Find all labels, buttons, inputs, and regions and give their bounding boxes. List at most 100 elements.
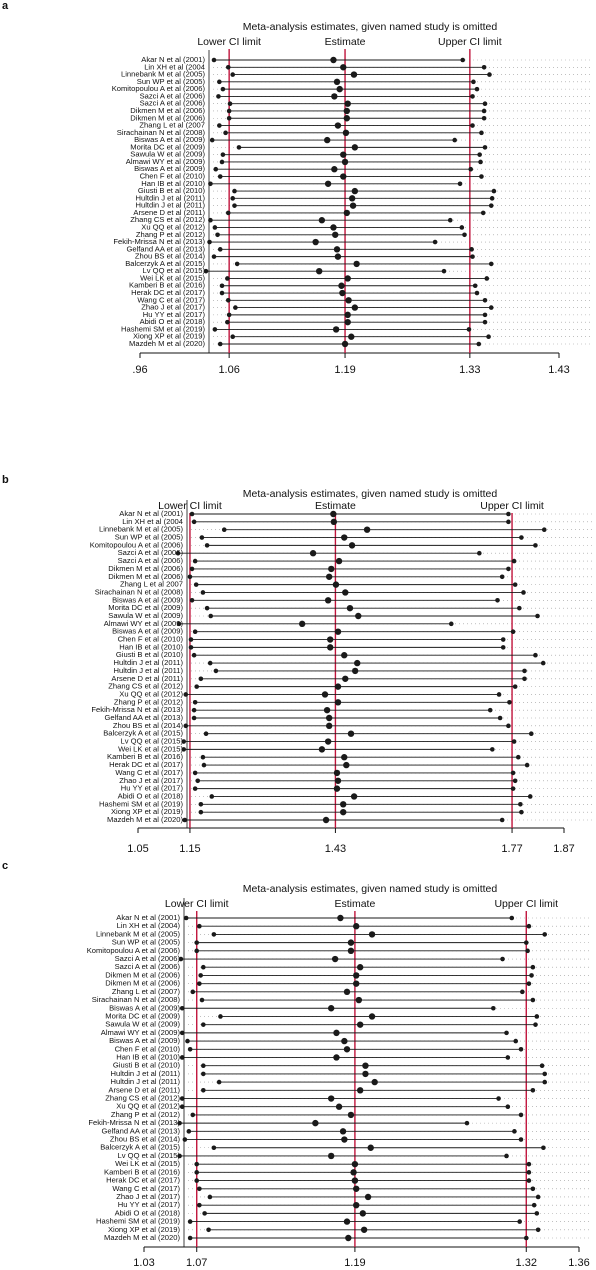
upper-limit [495, 598, 500, 603]
lower-limit [197, 923, 202, 929]
upper-limit [480, 210, 486, 216]
upper-limit [509, 915, 515, 921]
study-label: Lv QQ et al (2015) [143, 266, 206, 275]
upper-limit [518, 802, 523, 807]
study-label: Han IB et al (2010) [119, 642, 183, 651]
upper-limit [521, 590, 526, 595]
upper-limit [505, 1055, 511, 1060]
upper-limit [448, 621, 454, 627]
study-label: Mazdeh M et al (2020) [129, 339, 205, 348]
estimate [334, 628, 342, 635]
upper-limit [512, 684, 518, 689]
upper-limit [432, 239, 438, 245]
estimate [335, 1103, 343, 1110]
reference-label: Lower CI limit [158, 500, 222, 512]
lower-limit [204, 605, 210, 611]
study-label: Almawi WY et al (2009) [101, 1028, 181, 1037]
study-label: Zhang P et al (2012) [111, 1110, 181, 1119]
lower-limit [226, 115, 232, 121]
upper-limit [477, 152, 482, 157]
lower-limit [187, 574, 193, 580]
upper-limit [482, 319, 488, 325]
estimate [341, 652, 348, 659]
lower-limit [220, 86, 226, 92]
estimate [333, 785, 341, 792]
upper-limit [470, 94, 475, 99]
lower-limit [188, 645, 194, 650]
reference-label: Lower CI limit [197, 36, 261, 48]
study-label: Hu YY et al (2017) [121, 784, 184, 793]
estimate [312, 238, 319, 246]
estimate [342, 675, 349, 682]
estimate [362, 1070, 369, 1078]
lower-limit [179, 1030, 185, 1036]
estimate [324, 597, 332, 604]
study-label: Biswas A et al (2009) [112, 595, 183, 604]
lower-limit [207, 660, 213, 666]
x-tick-label: 1.05 [127, 843, 148, 855]
chart-title: Meta-analysis estimates, given named stu… [243, 883, 498, 895]
study-label: Dikmen M et al (2006) [108, 572, 183, 581]
study-label: Xu QQ et al (2012) [141, 222, 205, 231]
upper-limit [525, 948, 530, 954]
upper-limit [541, 527, 547, 532]
study-label: Abidi O et al (2018) [140, 317, 206, 326]
study-label: Zhang L et al (2007) [112, 987, 181, 996]
estimate [349, 202, 357, 209]
lower-limit [201, 1022, 206, 1027]
upper-limit [535, 613, 540, 619]
estimate [359, 1210, 367, 1217]
reference-label: Lower CI limit [165, 898, 229, 910]
lower-limit [226, 312, 232, 318]
study-label: Mazdeh M et al (2020) [107, 815, 183, 824]
estimate [339, 289, 346, 297]
lower-limit [190, 1112, 196, 1118]
upper-limit [515, 754, 521, 760]
study-label: Dikmen M et al (2006) [108, 564, 183, 573]
reference-label: Estimate [325, 36, 366, 48]
upper-limit [512, 1129, 517, 1134]
estimate [331, 955, 339, 963]
estimate [333, 78, 341, 86]
upper-limit [459, 225, 465, 230]
lower-limit [217, 341, 223, 347]
study-label: Almawi WY et al (2009) [104, 619, 184, 628]
estimate [327, 636, 334, 643]
study-label: Morita DC et al (2009) [108, 603, 183, 612]
study-label: Lin XH et al (2004 [144, 62, 205, 71]
upper-limit [482, 101, 488, 106]
estimate [333, 1054, 340, 1061]
study-label: Akar N et al (2001) [116, 913, 180, 922]
lower-limit [194, 1178, 200, 1183]
lower-limit [217, 247, 223, 252]
lower-limit [187, 1235, 193, 1241]
upper-limit [513, 1038, 519, 1044]
upper-limit [522, 676, 527, 682]
estimate [344, 311, 351, 319]
upper-limit [488, 305, 494, 310]
lower-limit [195, 778, 201, 784]
x-tick-label: 1.33 [459, 364, 480, 376]
lower-limit [179, 1096, 185, 1101]
upper-limit [472, 283, 478, 289]
study-label: Biswas A et al (2009) [134, 164, 205, 173]
upper-limit [531, 1202, 537, 1208]
estimate [347, 1111, 355, 1119]
lower-limit [211, 1145, 217, 1151]
lower-limit [194, 948, 200, 954]
lower-limit [197, 1202, 202, 1208]
study-label: Sawula W et al (2009) [108, 611, 183, 620]
lower-limit [192, 700, 198, 705]
estimate [327, 644, 334, 651]
study-label: Dikmen M et al (2006) [105, 979, 180, 988]
estimate [321, 691, 329, 698]
study-label: Zhang CS et al (2012) [108, 682, 183, 691]
lower-limit [220, 152, 226, 157]
upper-limit [496, 1096, 501, 1101]
lower-limit [217, 174, 223, 179]
lower-limit [212, 225, 218, 230]
study-label: Xu QQ et al (2012) [116, 1102, 180, 1111]
study-label: Zhang P et al (2012) [114, 697, 184, 706]
upper-limit [488, 261, 494, 267]
estimate [351, 144, 359, 151]
